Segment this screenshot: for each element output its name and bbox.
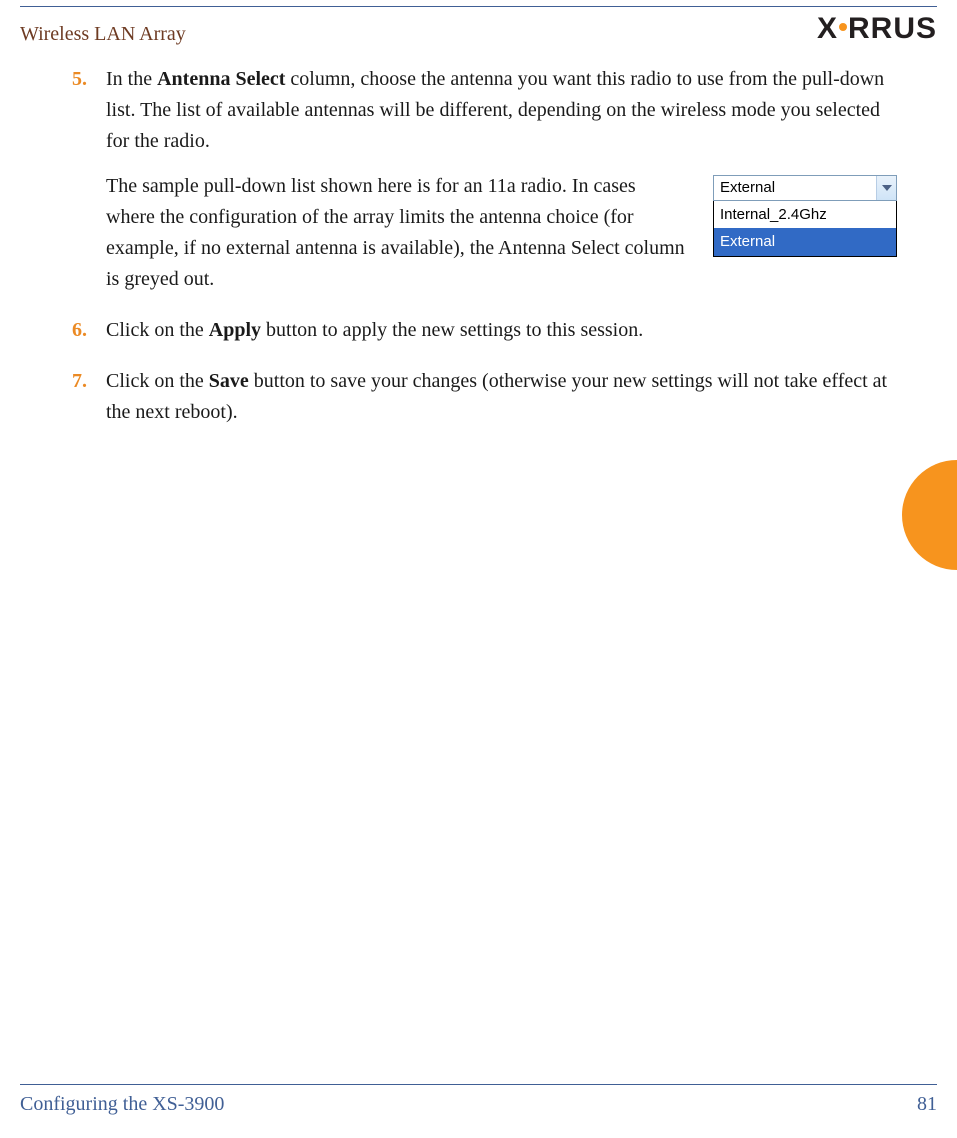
text-bold: Save (209, 370, 249, 392)
section-tab-marker (902, 460, 957, 570)
step-number: 7. (72, 366, 106, 397)
text-bold: Apply (209, 319, 261, 341)
dropdown-selected-value: External (714, 176, 876, 199)
text-run: button to apply the new settings to this… (261, 319, 643, 341)
step-5-para-2: The sample pull-down list shown here is … (106, 171, 689, 295)
step-number: 6. (72, 315, 106, 346)
footer-rule (20, 1084, 937, 1085)
text-run: Click on the (106, 319, 209, 341)
step-5: 5. In the Antenna Select column, choose … (72, 64, 897, 309)
xirrus-logo: X RRUS (817, 12, 937, 46)
text-run: In the (106, 68, 157, 90)
step-7: 7. Click on the Save button to save your… (72, 366, 897, 442)
page-number: 81 (917, 1093, 937, 1116)
text-run: Click on the (106, 370, 209, 392)
dropdown-list: Internal_2.4Ghz External (713, 201, 897, 257)
document-title: Wireless LAN Array (20, 23, 186, 46)
step-5-para-1: In the Antenna Select column, choose the… (106, 64, 897, 157)
dropdown-option[interactable]: Internal_2.4Ghz (714, 201, 896, 228)
dropdown-option-selected[interactable]: External (714, 228, 896, 255)
step-number: 5. (72, 64, 106, 95)
page-header: Wireless LAN Array X RRUS (0, 6, 957, 46)
chevron-down-icon[interactable] (876, 176, 896, 200)
step-6: 6. Click on the Apply button to apply th… (72, 315, 897, 360)
logo-dot-icon (839, 23, 847, 31)
footer-section-title: Configuring the XS-3900 (20, 1093, 224, 1116)
step-6-para-1: Click on the Apply button to apply the n… (106, 315, 897, 346)
step-7-para-1: Click on the Save button to save your ch… (106, 366, 897, 428)
content-area: 5. In the Antenna Select column, choose … (72, 58, 897, 442)
dropdown-collapsed[interactable]: External (713, 175, 897, 201)
page-footer: Configuring the XS-3900 81 (20, 1084, 937, 1116)
logo-text-post: RRUS (848, 12, 937, 46)
antenna-select-dropdown-figure: External Internal_2.4Ghz External (713, 175, 897, 257)
text-bold: Antenna Select (157, 68, 285, 90)
logo-text-pre: X (817, 12, 838, 46)
